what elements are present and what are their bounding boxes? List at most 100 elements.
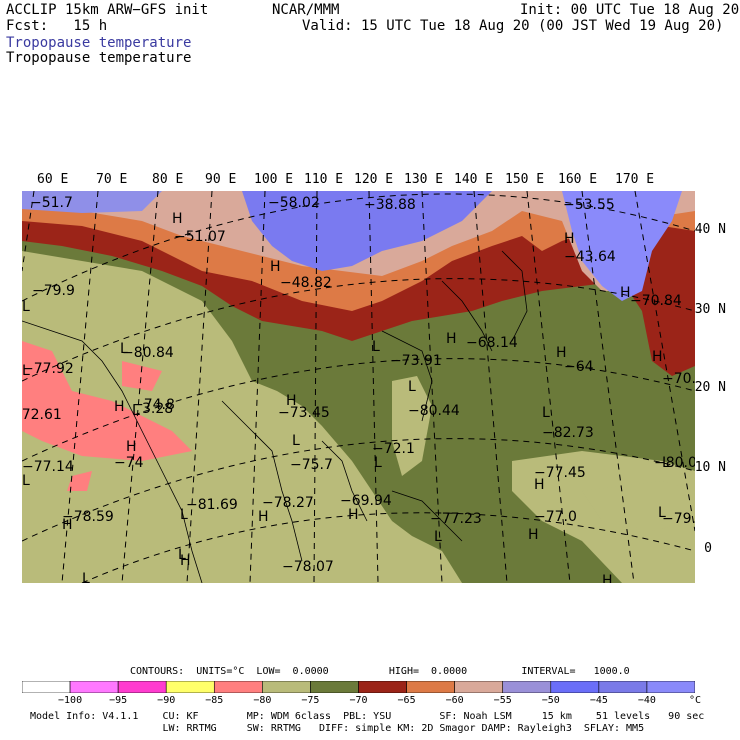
- colorbar-segment: [310, 681, 359, 693]
- pressure-center-label: L: [372, 339, 380, 355]
- temperature-value-label: −75.7: [290, 457, 333, 473]
- colorbar-tick-label: −45: [589, 695, 608, 706]
- region-minus65-70: [22, 211, 695, 376]
- lon-label: 110 E: [304, 172, 344, 187]
- colorbar-segment: [22, 681, 71, 693]
- temperature-value-label: −64: [564, 359, 594, 375]
- temperature-value-label: −72.1: [372, 441, 415, 457]
- colorbar-tick-label: −90: [157, 695, 176, 706]
- pressure-center-label: H: [258, 509, 269, 525]
- colorbar-segment: [646, 681, 695, 693]
- colorbar-tick-label: −60: [445, 695, 464, 706]
- colorbar-segment: [358, 681, 407, 693]
- temperature-value-label: −51.7: [30, 195, 73, 211]
- region-minus75-80: [392, 376, 432, 476]
- pressure-center-label: H: [620, 285, 631, 301]
- pressure-center-label: H: [602, 573, 613, 583]
- model-info-line2: LW: RRTMG SW: RRTMG DIFF: simple KM: 2D …: [30, 723, 645, 734]
- region-minus80-85: [22, 341, 192, 461]
- pressure-center-label: H: [180, 553, 191, 569]
- colorbar-tick-label: −65: [397, 695, 416, 706]
- temperature-value-label: −79.95: [662, 511, 695, 527]
- temperature-value-label: −72.61: [22, 407, 62, 423]
- field-title-1: Tropopause temperature: [6, 35, 192, 51]
- pressure-center-label: L: [22, 363, 30, 379]
- colorbar-segment: [502, 681, 552, 693]
- lon-label: 140 E: [454, 172, 494, 187]
- pressure-center-label: L: [132, 403, 140, 419]
- lon-label: 90 E: [205, 172, 237, 187]
- lon-label: 100 E: [254, 172, 294, 187]
- pressure-center-label: L: [434, 529, 442, 545]
- colorbar-segment: [117, 681, 167, 693]
- temperature-value-label: −82.73: [542, 425, 594, 441]
- temperature-value-label: −74.8: [132, 397, 175, 413]
- region-minus45-55: [22, 191, 162, 213]
- temperature-value-label: −77.14: [22, 459, 74, 475]
- pressure-center-label: L: [180, 507, 188, 523]
- temperature-value-label: −77.0: [534, 509, 577, 525]
- pressure-center-label: L: [82, 571, 90, 583]
- pressure-center-label: H: [348, 507, 359, 523]
- pressure-center-label: L: [658, 505, 666, 521]
- region-minus75-80: [22, 251, 462, 583]
- temperature-value-label: −77.92: [22, 361, 74, 377]
- lon-label: 150 E: [505, 172, 545, 187]
- temperature-value-label: −43.64: [564, 249, 616, 265]
- colorbar-tick-label: −75: [301, 695, 320, 706]
- pressure-center-label: L: [22, 473, 30, 489]
- pressure-center-label: L: [292, 433, 300, 449]
- pressure-center-label: L: [542, 405, 550, 421]
- temperature-value-label: −81.69: [186, 497, 238, 513]
- colorbar-segment: [454, 681, 504, 693]
- lon-label: 80 E: [152, 172, 184, 187]
- temperature-value-label: −80.44: [408, 403, 460, 419]
- pressure-center-label: H: [114, 399, 125, 415]
- pressure-center-label: H: [126, 439, 137, 455]
- temperature-value-label: −77.23: [430, 511, 482, 527]
- pressure-center-label: H: [528, 527, 539, 543]
- pressure-center-label: L: [22, 299, 30, 315]
- temperature-value-label: −58.02: [268, 195, 320, 211]
- model-title: ACCLIP 15km ARW−GFS init: [6, 2, 209, 18]
- temperature-value-label: −68.14: [466, 335, 518, 351]
- pressure-center-label: H: [564, 231, 575, 247]
- forecast-hour: Fcst: 15 h: [6, 18, 108, 34]
- pressure-center-label: L: [178, 547, 186, 563]
- colorbar-segment: [406, 681, 455, 693]
- colorbar-tick-label: −100: [58, 695, 83, 706]
- temperature-value-label: −51.07: [174, 229, 226, 245]
- colorbar-segment: [262, 681, 311, 693]
- pressure-center-label: H: [172, 211, 183, 227]
- pressure-center-label: H: [652, 349, 663, 365]
- temperature-value-label: −79.9: [32, 283, 75, 299]
- org-label: NCAR/MMM: [272, 2, 340, 18]
- temperature-value-label: −70.74: [662, 371, 695, 387]
- lon-label: 130 E: [404, 172, 444, 187]
- temperature-value-label: 3.28: [142, 401, 173, 417]
- lon-label: 170 E: [615, 172, 655, 187]
- temperature-value-label: −74: [114, 455, 144, 471]
- region-minus75-80: [582, 481, 695, 531]
- lat-label: 40 N: [694, 222, 726, 237]
- colorbar-title: CONTOURS: UNITS=°C LOW= 0.0000 HIGH= 0.0…: [130, 666, 630, 677]
- pressure-center-label: H: [534, 477, 545, 493]
- field-title-2: Tropopause temperature: [6, 50, 192, 66]
- temperature-value-label: −69.94: [340, 493, 392, 509]
- colorbar-tick-label: −55: [493, 695, 512, 706]
- lon-label: 60 E: [37, 172, 69, 187]
- colorbar: [22, 681, 695, 693]
- temperature-value-label: −70.84: [630, 293, 682, 309]
- colorbar-tick-label: −85: [205, 695, 224, 706]
- temperature-value-label: −73.45: [278, 405, 330, 421]
- temperature-value-label: −80.02: [654, 455, 695, 471]
- colorbar-tick-label: −80: [253, 695, 272, 706]
- lon-label: 70 E: [96, 172, 128, 187]
- graticule: [22, 191, 695, 583]
- colorbar-segment: [598, 681, 648, 693]
- temperature-value-label: −80.84: [122, 345, 174, 361]
- pressure-center-label: L: [408, 379, 416, 395]
- temperature-value-label: −78.27: [262, 495, 314, 511]
- lat-label: 30 N: [694, 302, 726, 317]
- valid-time: Valid: 15 UTC Tue 18 Aug 20 (00 JST Wed …: [302, 18, 724, 34]
